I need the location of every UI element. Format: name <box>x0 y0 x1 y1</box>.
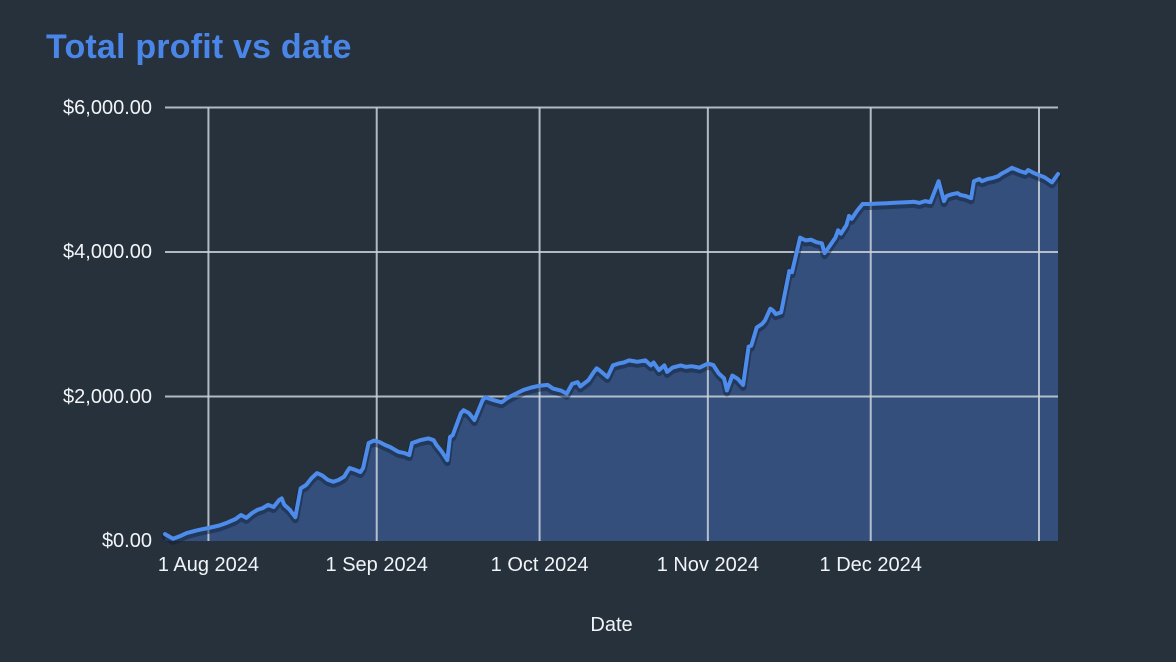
y-axis-tick-label: $2,000.00 <box>63 385 152 408</box>
x-axis-tick-label: 1 Oct 2024 <box>490 554 589 576</box>
x-axis-tick-label: 1 Dec 2024 <box>819 554 922 576</box>
y-axis-tick-label: $0.00 <box>101 530 152 552</box>
area-fill <box>165 167 1058 542</box>
y-axis-tick-label: $4,000.00 <box>63 241 152 263</box>
chart-title: Total profit vs date <box>46 28 352 66</box>
profit-line-shadow <box>161 166 1062 545</box>
x-axis-title: Date <box>590 614 633 636</box>
x-axis-tick-label: 1 Aug 2024 <box>157 554 260 576</box>
y-axis-tick-label: $6,000.00 <box>63 96 152 119</box>
profit-line <box>163 165 1060 541</box>
x-axis-tick-label: 1 Nov 2024 <box>656 554 759 576</box>
x-axis-tick-label: 1 Sep 2024 <box>325 554 428 576</box>
